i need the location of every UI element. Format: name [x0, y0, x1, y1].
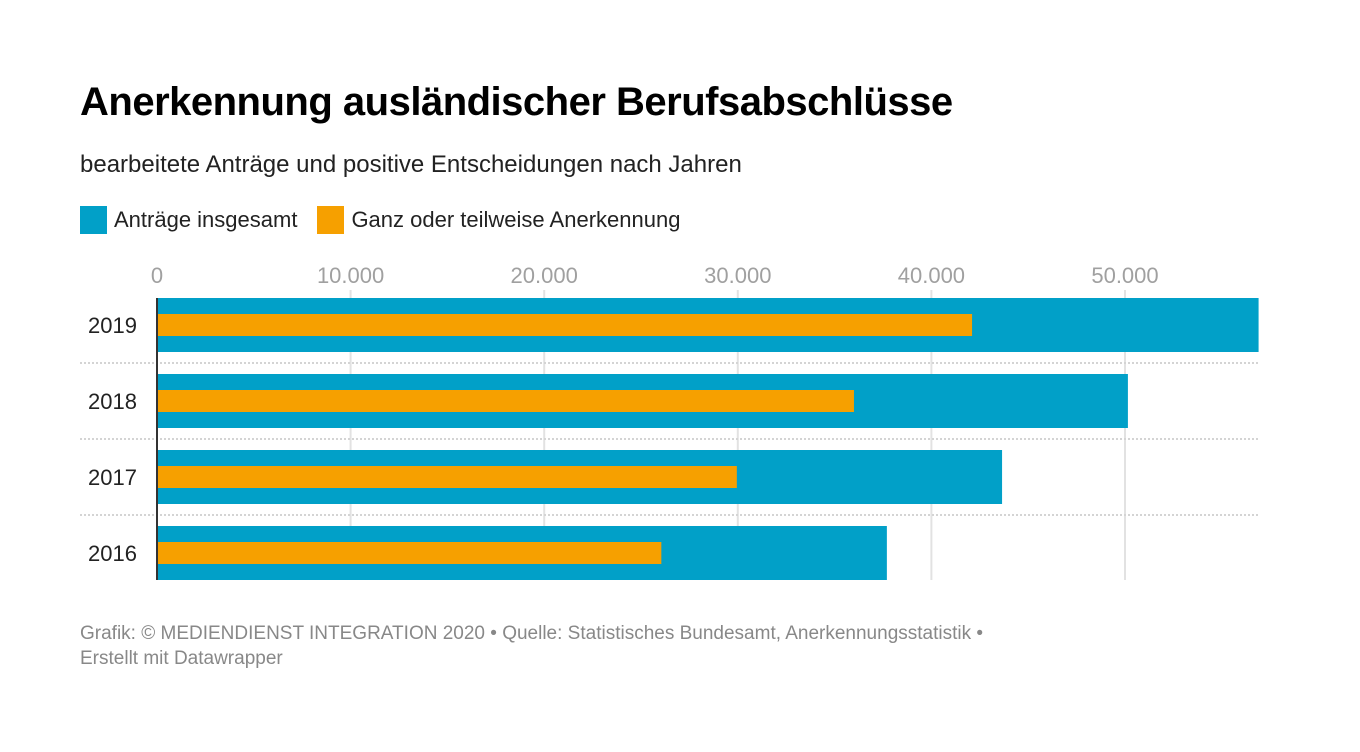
bar-recognized-2016	[157, 542, 662, 564]
legend-swatch-recognized	[317, 206, 345, 234]
y-category-label: 2016	[88, 541, 137, 566]
x-tick-label: 20.000	[511, 263, 578, 288]
footer-credit: Grafik: © MEDIENDIENST INTEGRATION 2020 …	[80, 623, 984, 644]
x-tick-label: 30.000	[704, 263, 771, 288]
bar-recognized-2017	[157, 466, 737, 488]
chart-subtitle: bearbeitete Anträge und positive Entsche…	[80, 151, 742, 178]
chart-title: Anerkennung ausländischer Berufsabschlüs…	[80, 80, 953, 124]
bar-recognized-2019	[157, 314, 973, 336]
x-tick-label: 0	[151, 263, 163, 288]
y-category-label: 2019	[88, 313, 137, 338]
legend-label-recognized: Ganz oder teilweise Anerkennung	[351, 207, 681, 232]
legend: Anträge insgesamt Ganz oder teilweise An…	[80, 206, 700, 234]
legend-swatch-total	[80, 206, 107, 234]
y-category-label: 2017	[88, 465, 137, 490]
x-tick-label: 10.000	[317, 263, 384, 288]
x-tick-label: 50.000	[1091, 263, 1158, 288]
x-tick-label: 40.000	[898, 263, 965, 288]
legend-label-total: Anträge insgesamt	[114, 207, 298, 232]
legend-item-recognized: Ganz oder teilweise Anerkennung	[317, 206, 680, 234]
y-category-label: 2018	[88, 389, 137, 414]
footer: Grafik: © MEDIENDIENST INTEGRATION 2020 …	[80, 621, 1280, 671]
legend-item-total: Anträge insgesamt	[80, 206, 297, 234]
bar-recognized-2018	[157, 390, 854, 412]
footer-datawrapper: Erstellt mit Datawrapper	[80, 648, 283, 669]
